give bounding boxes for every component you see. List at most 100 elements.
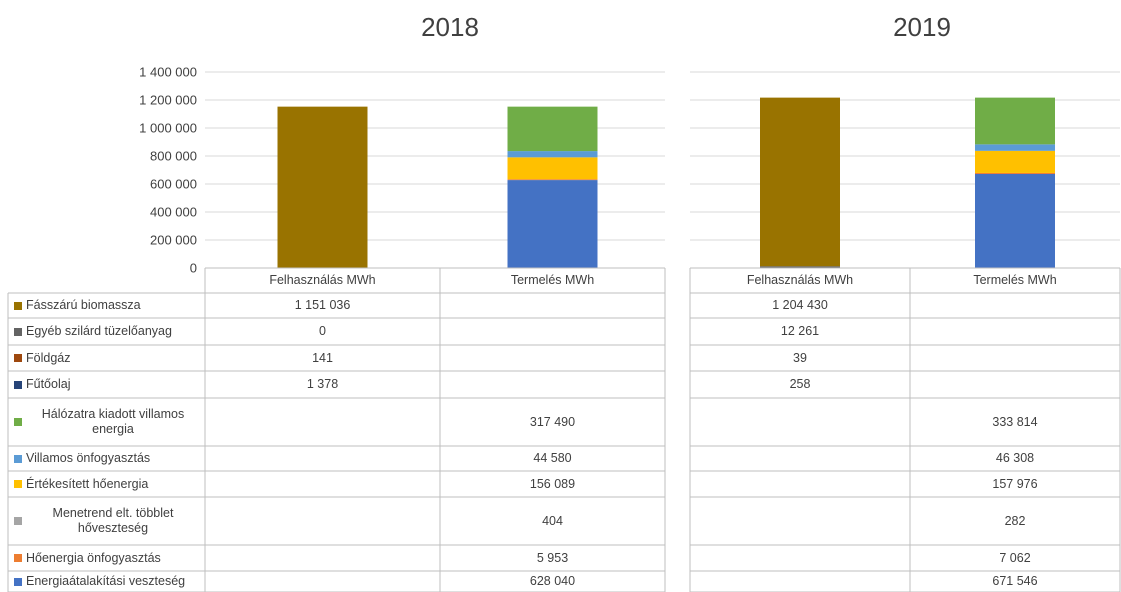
value-cell: 46 308 [910, 446, 1120, 471]
legend-key [14, 354, 22, 362]
text: 1 204 430 [772, 298, 828, 312]
text: 46 308 [995, 451, 1035, 465]
value-cell: 12 261 [690, 318, 910, 345]
value-cell: 333 814 [910, 398, 1120, 446]
y-tick-label: 1 400 000 [87, 65, 197, 80]
legend-entry: Értékesített hőenergia [10, 471, 200, 497]
text: 2019 [893, 12, 951, 42]
legend-key [14, 380, 22, 389]
text: 44 580 [533, 451, 572, 465]
text: 200 000 [150, 232, 197, 248]
chart-title: 2019 [893, 12, 951, 43]
text: 1 400 000 [139, 64, 197, 80]
bar-segment [277, 106, 368, 268]
value-cell: 0 [205, 318, 440, 345]
category-label: Felhasználás MWh [205, 268, 440, 293]
text: Termelés MWh [973, 273, 1057, 287]
legend-key [14, 480, 22, 488]
text: 671 546 [992, 574, 1038, 588]
text: 0 [189, 260, 197, 276]
legend-entry: Energiaátalakítási veszteség [10, 571, 200, 592]
text: 600 000 [150, 176, 197, 192]
text: Termelés MWh [510, 273, 595, 287]
value-cell: 317 490 [440, 398, 665, 446]
value-cell: 157 976 [910, 471, 1120, 497]
bar-segment [507, 151, 598, 158]
value-cell: 628 040 [440, 571, 665, 592]
chart-title: 2018 [421, 12, 479, 43]
legend-text: Villamos önfogyasztás [26, 451, 151, 465]
text: 39 [793, 350, 807, 365]
text: 141 [312, 350, 333, 365]
legend-entry: Hőenergia önfogyasztás [10, 545, 200, 571]
bar-segment [975, 172, 1055, 174]
text: 1 200 000 [139, 92, 197, 108]
legend-key [14, 327, 22, 336]
text: 1 000 000 [139, 120, 197, 136]
text: 400 000 [150, 204, 197, 220]
value-cell: 156 089 [440, 471, 665, 497]
legend-text: Fásszárú biomassza [26, 298, 141, 312]
value-cell: 671 546 [910, 571, 1120, 592]
text: 258 [789, 377, 811, 391]
bar-segment [975, 173, 1055, 268]
y-tick-label: 400 000 [87, 205, 197, 220]
text: 156 089 [529, 476, 576, 491]
legend-entry: Földgáz [10, 345, 200, 371]
legend-key [14, 517, 22, 525]
value-cell: 5 953 [440, 545, 665, 571]
legend-text: Hőenergia önfogyasztás [26, 550, 161, 565]
legend-entry: Hálózatra kiadott villamos energia [10, 398, 200, 446]
y-tick-label: 1 000 000 [87, 121, 197, 136]
bar-segment [975, 144, 1055, 151]
value-cell: 1 378 [205, 371, 440, 398]
legend-entry: Egyéb szilárd tüzelőanyag [10, 318, 200, 345]
legend-text: Fűtőolaj [26, 377, 71, 391]
value-cell: 1 151 036 [205, 293, 440, 318]
legend-entry: Menetrend elt. többlet hőveszteség [10, 497, 200, 545]
value-cell: 44 580 [440, 446, 665, 471]
value-cell: 7 062 [910, 545, 1120, 571]
legend-entry: Fűtőolaj [10, 371, 200, 398]
value-cell: 141 [205, 345, 440, 371]
text: 5 953 [536, 550, 569, 565]
legend-entry: Villamos önfogyasztás [10, 446, 200, 471]
legend-text: Értékesített hőenergia [26, 476, 149, 491]
bar-segment [975, 150, 1055, 173]
text: 2018 [421, 12, 479, 42]
text: 317 490 [529, 414, 576, 429]
category-label: Felhasználás MWh [690, 268, 910, 293]
text: 0 [319, 324, 326, 338]
legend-key [14, 577, 22, 586]
bar-segment [975, 97, 1055, 145]
text: 333 814 [992, 414, 1038, 429]
value-cell: 1 204 430 [690, 293, 910, 318]
y-tick-label: 200 000 [87, 233, 197, 248]
legend-text: Hálózatra kiadott villamos energia [41, 407, 185, 436]
legend-key [14, 301, 22, 310]
text: 800 000 [150, 148, 197, 164]
bar-segment [507, 157, 598, 180]
value-cell: 39 [690, 345, 910, 371]
text: Felhasználás MWh [269, 273, 376, 287]
value-cell: 404 [440, 497, 665, 545]
text: 282 [1004, 513, 1026, 528]
text: 157 976 [992, 476, 1038, 491]
category-label: Termelés MWh [910, 268, 1120, 293]
text: 1 378 [306, 377, 339, 391]
bar-segment [760, 266, 840, 268]
bar-segment [507, 179, 598, 181]
text: 404 [542, 513, 563, 528]
y-tick-label: 800 000 [87, 149, 197, 164]
text: 12 261 [780, 324, 820, 338]
legend-key [14, 454, 22, 463]
bar-segment [760, 97, 840, 267]
value-cell: 258 [690, 371, 910, 398]
bar-segment [507, 180, 598, 268]
y-tick-label: 600 000 [87, 177, 197, 192]
legend-text: Menetrend elt. többlet hőveszteség [52, 506, 174, 535]
text: 7 062 [999, 550, 1031, 565]
y-tick-label: 0 [87, 261, 197, 276]
